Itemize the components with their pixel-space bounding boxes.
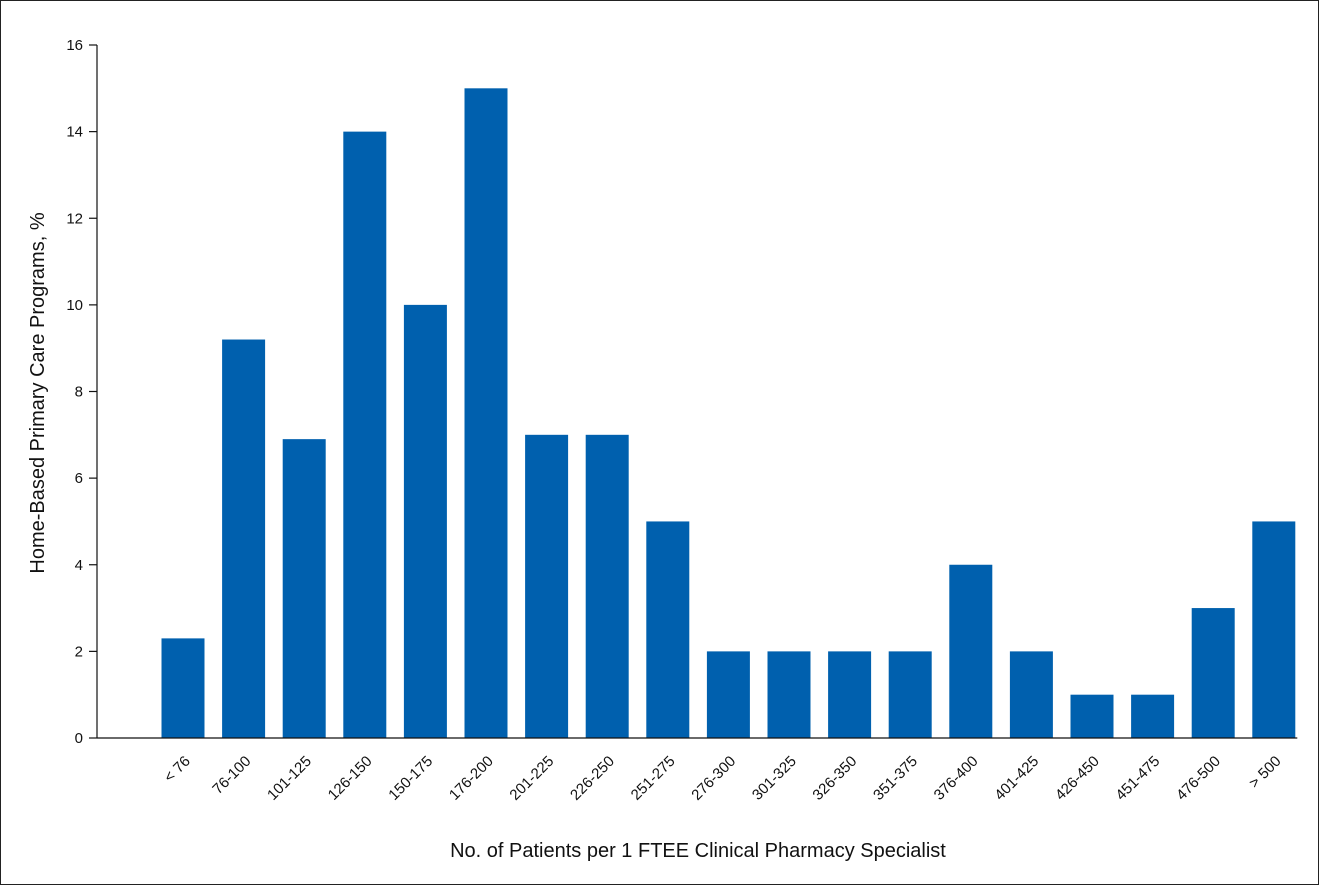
x-tick-label: 351-375 — [870, 753, 921, 804]
bar — [585, 434, 629, 738]
x-axis-title: No. of Patients per 1 FTEE Clinical Phar… — [450, 840, 946, 862]
x-tick-label: 226-250 — [567, 753, 618, 804]
x-tick-label: < 76 — [161, 753, 194, 786]
x-tick-label: 201-225 — [506, 753, 557, 804]
bar — [767, 651, 811, 738]
y-axis: 0 2 4 6 8 10 12 14 16 — [66, 37, 98, 747]
y-axis-title: Home-Based Primary Care Programs, % — [27, 212, 49, 573]
bar — [403, 304, 447, 738]
bar — [222, 339, 266, 738]
bar — [1252, 521, 1296, 738]
y-tick-label: 6 — [75, 470, 83, 487]
x-tick-label: 150-175 — [385, 753, 436, 804]
y-tick-label: 8 — [75, 384, 83, 401]
y-tick-label: 12 — [66, 210, 83, 227]
bar — [1070, 694, 1114, 738]
bar — [464, 88, 508, 738]
x-tick-label: 376-400 — [931, 753, 982, 804]
bar — [1191, 608, 1235, 738]
x-tick-label: 401-425 — [991, 753, 1042, 804]
x-tick-label: 251-275 — [628, 753, 679, 804]
x-tick-label: 426-450 — [1052, 753, 1103, 804]
x-tick-label: 301-325 — [749, 753, 800, 804]
bars — [161, 88, 1296, 738]
bar — [828, 651, 872, 738]
bar — [343, 131, 387, 738]
y-tick-label: 0 — [75, 730, 83, 747]
y-tick-label: 14 — [66, 124, 83, 141]
x-tick-label: 276-300 — [688, 753, 739, 804]
x-tick-label: 101-125 — [264, 753, 315, 804]
bar — [949, 564, 993, 738]
x-tick-label: 176-200 — [446, 753, 497, 804]
bar — [525, 434, 569, 738]
bar — [1009, 651, 1053, 738]
bar — [706, 651, 750, 738]
x-tick-label: 476-500 — [1173, 753, 1224, 804]
bar — [888, 651, 932, 738]
x-tick-label: 326-350 — [809, 753, 860, 804]
x-tick-label: 76-100 — [209, 753, 254, 798]
x-tick-label: > 500 — [1246, 753, 1285, 792]
x-tick-label: 126-150 — [325, 753, 376, 804]
y-tick-label: 10 — [66, 297, 83, 314]
bar — [161, 638, 205, 738]
bar — [282, 439, 326, 738]
bar — [1131, 694, 1175, 738]
y-tick-label: 16 — [66, 37, 83, 54]
bar — [646, 521, 690, 738]
x-axis: < 76 76-100 101-125 126-150 150-175 176-200 20… — [97, 737, 1298, 804]
y-tick-label: 2 — [75, 643, 83, 660]
x-tick-label: 451-475 — [1112, 753, 1163, 804]
y-tick-label: 4 — [75, 557, 83, 574]
